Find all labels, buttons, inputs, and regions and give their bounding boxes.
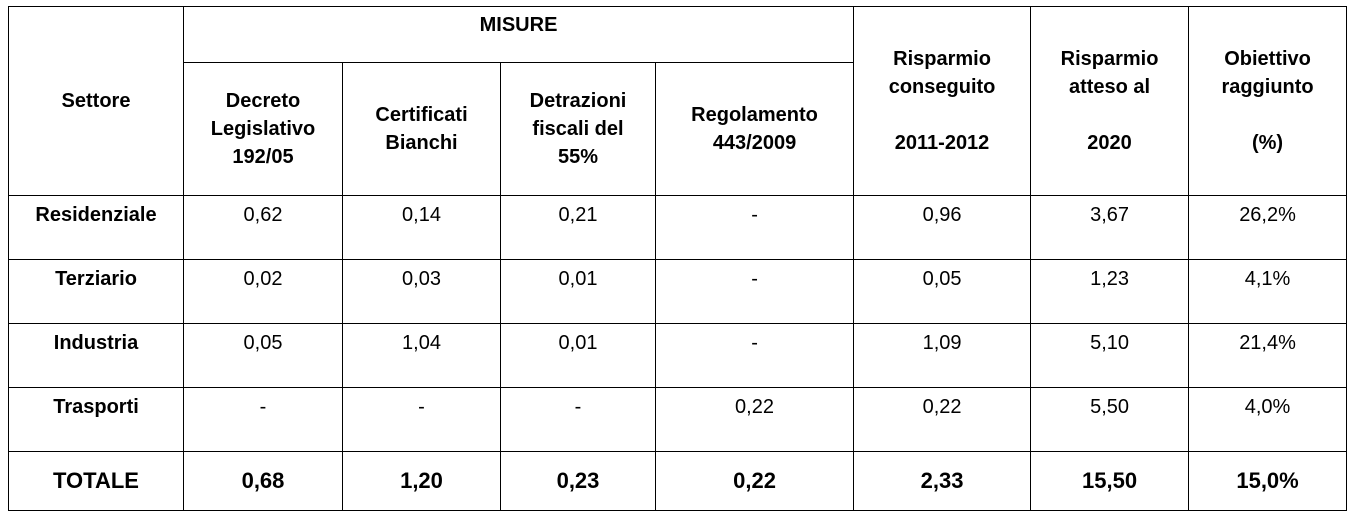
header-text: 443/2009 (712, 132, 797, 154)
group-header-text: MISURE (479, 14, 558, 36)
header-text: raggiunto (1221, 76, 1314, 98)
header-text: 55% (557, 146, 599, 168)
row-label: Terziario (8, 259, 184, 324)
cell: 1,23 (1030, 259, 1190, 324)
table-body: Residenziale 0,62 0,14 0,21-0,96 3,67 26,2% Te… (8, 195, 1348, 511)
cell: 0,68 (183, 451, 343, 511)
header-text: 192/05 (232, 146, 294, 168)
header-text: Legislativo (210, 118, 316, 140)
cell: - (500, 387, 656, 452)
cell: 15,50 (1030, 451, 1190, 511)
row-label: Trasporti (8, 387, 184, 452)
header-text: atteso al (1068, 76, 1151, 98)
cell: 0,96 (853, 195, 1032, 260)
cell: 0,03 (342, 259, 501, 324)
cell: 0,05 (853, 259, 1032, 324)
cell: - (183, 387, 343, 452)
page: {"table": { "group_header": "MISURE", "h… (8, 6, 1348, 511)
header-text: Risparmio (1060, 48, 1159, 70)
header-text: fiscali del (532, 118, 624, 140)
cell: 0,23 (500, 451, 656, 511)
cell: 0,22 (654, 451, 855, 511)
header-text: Risparmio (893, 48, 991, 70)
header-text: 2020 (1087, 132, 1132, 154)
header-text: Settore (61, 90, 131, 112)
header-text: Bianchi (385, 132, 458, 154)
header-cell: Decreto Legislativo 192/05 (183, 62, 343, 196)
header-text: Obiettivo (1224, 48, 1311, 70)
cell: 26,2% (1188, 195, 1348, 260)
cell: 15,0% (1188, 451, 1348, 511)
cell: - (654, 323, 855, 388)
cell: 21,4% (1188, 323, 1348, 388)
cell: 1,09 (853, 323, 1032, 388)
cell: 0,22 (654, 387, 855, 452)
cell: - (342, 387, 501, 452)
cell: 0,05 (183, 323, 343, 388)
table-row: Trasporti - - -0,22 0,22 5,50 4,0% (8, 387, 1348, 452)
cell: 5,10 (1030, 323, 1190, 388)
header-cell: Risparmio conseguito 2011-2012 (853, 6, 1032, 196)
table-row: Residenziale 0,62 0,14 0,21-0,96 3,67 26,2% (8, 195, 1348, 260)
cell: 5,50 (1030, 387, 1190, 452)
header-text: Decreto (225, 90, 301, 112)
cell: 1,20 (342, 451, 501, 511)
header-text: conseguito (888, 76, 996, 98)
cell: 0,01 (500, 323, 656, 388)
table-row: Industria 0,05 1,04 0,01-1,09 5,10 21,4% (8, 323, 1348, 388)
header-cell: Settore (8, 6, 184, 196)
cell: 1,04 (342, 323, 501, 388)
row-label: Industria (8, 323, 184, 388)
table-row: Terziario 0,02 0,03 0,01-0,05 1,23 4,1% (8, 259, 1348, 324)
cell: 3,67 (1030, 195, 1190, 260)
cell: 0,01 (500, 259, 656, 324)
table-row: TOTALE 0,68 1,20 0,23 0,22 2,33 15,50 15,0% (8, 451, 1348, 511)
cell: - (654, 195, 855, 260)
header-cell: Risparmio atteso al 2020 (1030, 6, 1190, 196)
cell: 0,21 (500, 195, 656, 260)
cell: 0,02 (183, 259, 343, 324)
cell: 4,1% (1188, 259, 1348, 324)
cell: 0,14 (342, 195, 501, 260)
table-header: Settore MISURE Risparmio conseguito 2011-2… (8, 6, 1348, 196)
header-text: (%) (1251, 132, 1284, 154)
cell: 2,33 (853, 451, 1032, 511)
group-header: MISURE (182, 6, 855, 63)
header-cell: Detrazioni fiscali del 55% (500, 62, 656, 196)
header-text: Certificati (375, 104, 468, 126)
header-text: 2011-2012 (894, 132, 990, 154)
cell: 0,22 (853, 387, 1032, 452)
header-text: Regolamento (691, 104, 818, 126)
data-table: Settore MISURE Risparmio conseguito 2011-2… (8, 6, 1348, 511)
header-text: Detrazioni (529, 90, 627, 112)
cell: 0,62 (183, 195, 343, 260)
row-label: Residenziale (8, 195, 184, 260)
row-label: TOTALE (8, 451, 184, 511)
cell: 4,0% (1188, 387, 1348, 452)
header-cell: Regolamento 443/2009 (654, 62, 855, 196)
header-cell: Certificati Bianchi (342, 62, 501, 196)
header-cell: Obiettivo raggiunto (%) (1188, 6, 1348, 196)
cell: - (654, 259, 855, 324)
